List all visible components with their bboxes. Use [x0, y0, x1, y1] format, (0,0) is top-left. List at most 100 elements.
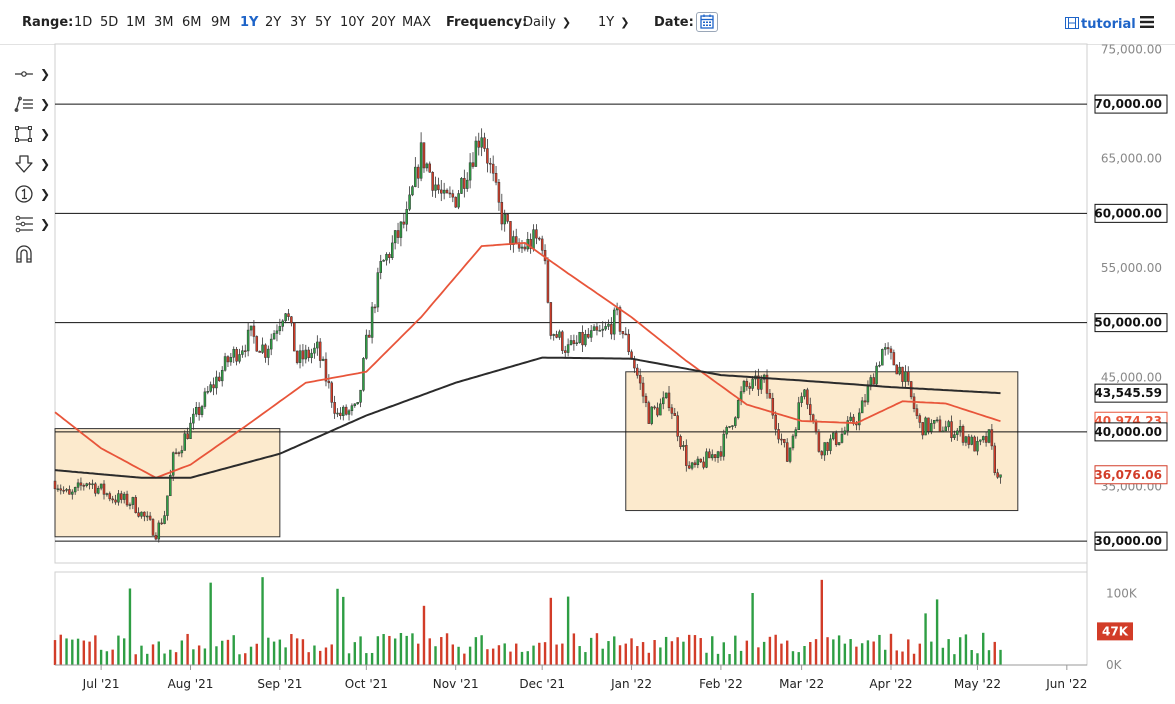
range-button-max[interactable]: MAX [402, 15, 432, 30]
candle [238, 348, 241, 364]
annotation-tool[interactable]: ❯ [14, 183, 50, 205]
x-tick-label: Jan '22 [610, 677, 652, 691]
volume-bar [930, 641, 933, 665]
candle-body [875, 365, 878, 385]
candle-body [930, 423, 933, 432]
range-button-20y[interactable]: 20Y [371, 15, 396, 30]
range-button-1d[interactable]: 1D [74, 15, 93, 30]
candle [598, 324, 602, 332]
candle [621, 330, 625, 339]
candle-body [783, 439, 786, 443]
range-label: Range: [22, 15, 74, 30]
level-tag-40000: 40,000.00 [1094, 422, 1168, 442]
candle-body [584, 334, 587, 346]
candle-body [696, 458, 700, 466]
calendar-button[interactable] [696, 12, 718, 32]
trend-lines-tool[interactable]: ❯ [14, 93, 50, 115]
candle-body [94, 483, 97, 494]
candle [878, 361, 881, 368]
candle [797, 396, 800, 431]
range-button-5y[interactable]: 5Y [315, 15, 332, 30]
candle-body [160, 522, 163, 525]
candle-body [768, 393, 772, 399]
candle-body [956, 430, 959, 435]
candle [347, 409, 351, 421]
candle-body [780, 438, 783, 441]
volume-bar [728, 654, 731, 665]
candle [924, 416, 927, 436]
candle-body [460, 178, 463, 194]
candle [708, 448, 711, 459]
candle [950, 415, 953, 442]
volume-bar [474, 637, 478, 665]
date-label: Date: [654, 15, 694, 30]
candle-body [561, 331, 564, 351]
magnet-tool[interactable] [14, 243, 50, 265]
arrow-tool[interactable]: ❯ [14, 153, 50, 175]
volume-bar [434, 646, 437, 665]
candle-body [693, 462, 697, 466]
volume-bar [895, 650, 898, 665]
candle [558, 329, 561, 340]
candle-body [419, 142, 423, 179]
candle-body [711, 454, 714, 459]
range-button-10y[interactable]: 10Y [340, 15, 365, 30]
range-button-3y[interactable]: 3Y [290, 15, 307, 30]
candle-body [131, 497, 135, 505]
menu-button[interactable] [1139, 14, 1155, 33]
candle-body [578, 331, 581, 344]
period-select[interactable]: 1Y ❯ [598, 15, 630, 30]
candle-body [797, 402, 800, 430]
volume-bar [958, 637, 962, 665]
candle [379, 254, 382, 280]
candle [376, 267, 380, 313]
shapes-tool[interactable]: ❯ [14, 123, 50, 145]
candle-body [91, 483, 94, 486]
candle-body [979, 439, 982, 442]
candle [367, 330, 371, 338]
candle-body [148, 515, 152, 520]
volume-bar [82, 640, 86, 665]
candle-body [540, 238, 544, 251]
candle [304, 344, 308, 364]
candle-body [76, 482, 80, 488]
range-button-9m[interactable]: 9M [211, 15, 231, 30]
candle [696, 456, 700, 469]
candle-body [647, 402, 651, 424]
fibonacci-tool[interactable]: ❯ [14, 213, 50, 235]
candle [973, 435, 976, 452]
range-button-1m[interactable]: 1M [126, 15, 146, 30]
candle [589, 325, 593, 343]
candle [529, 233, 532, 254]
candle-body [679, 436, 682, 448]
candle [448, 186, 452, 199]
candle [91, 479, 94, 490]
candle-body [82, 485, 86, 487]
candle [396, 222, 400, 244]
candle-body [731, 425, 734, 427]
range-button-5d[interactable]: 5D [100, 15, 119, 30]
candle [725, 425, 728, 439]
candle [94, 482, 97, 497]
volume-bar [693, 635, 697, 665]
candle [679, 434, 682, 450]
candle [111, 495, 114, 504]
crosshair-tool[interactable]: ❯ [14, 63, 50, 85]
volume-bar [134, 654, 137, 665]
candle [892, 349, 896, 366]
range-button-2y[interactable]: 2Y [265, 15, 282, 30]
volume-bar [336, 588, 339, 665]
volume-bar [71, 639, 74, 665]
volume-bar [122, 638, 126, 665]
range-button-3m[interactable]: 3M [154, 15, 174, 30]
candle [186, 427, 189, 440]
range-button-6m[interactable]: 6M [182, 15, 202, 30]
range-button-1y[interactable]: 1Y [240, 15, 259, 30]
tutorial-link[interactable]: tutorial [1065, 17, 1136, 32]
candle [102, 480, 106, 500]
candle-body [927, 417, 930, 432]
candle [189, 417, 192, 439]
volume-bar [169, 649, 172, 665]
frequency-select[interactable]: Daily ❯ [523, 15, 572, 30]
